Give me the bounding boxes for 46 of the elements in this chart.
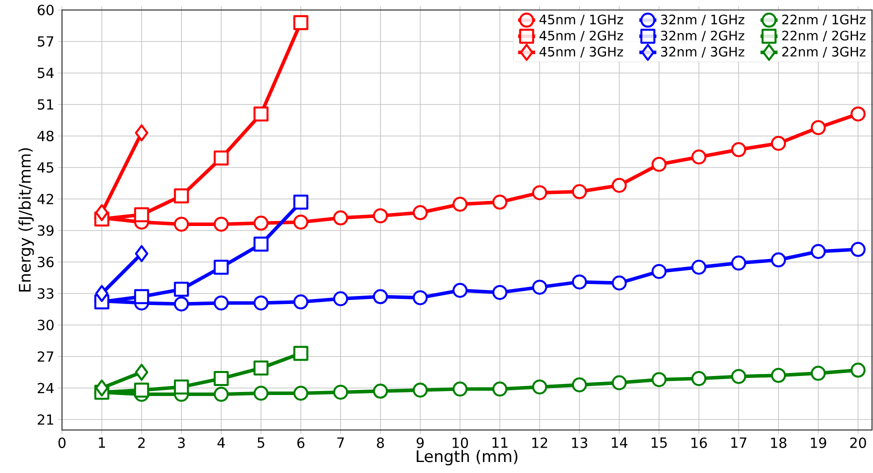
y-tick-label: 24: [38, 382, 54, 394]
y-tick-label: 21: [38, 414, 54, 425]
y-axis-title: Energy (fJ/bit/mm): [18, 148, 34, 292]
x-tick-label: 10: [452, 438, 468, 448]
y-tick-label: 36: [38, 256, 54, 268]
y-tick-label: 57: [38, 36, 54, 47]
x-tick-label: 7: [337, 438, 344, 448]
x-tick-label: 8: [376, 438, 384, 448]
legend-label: 22nm / 1GHz: [782, 14, 866, 26]
legend-label: 45nm / 3GHz: [540, 46, 624, 58]
y-tick-label: 48: [37, 130, 54, 142]
x-tick-label: 18: [771, 438, 786, 448]
x-tick-label: 12: [532, 438, 548, 448]
x-tick-label: 20: [850, 438, 866, 448]
x-tick-label: 15: [652, 438, 667, 448]
x-tick-label: 6: [297, 438, 304, 448]
legend-label: 45nm / 2GHz: [540, 30, 624, 42]
y-tick-label: 51: [38, 99, 54, 110]
x-tick-label: 19: [810, 438, 826, 448]
x-tick-label: 17: [731, 438, 746, 448]
x-tick-label: 11: [492, 438, 508, 448]
x-tick-label: 0: [58, 438, 66, 448]
legend-label: 32nm / 3GHz: [661, 46, 744, 58]
y-tick-label: 45: [37, 162, 54, 173]
legend-label: 22nm / 2GHz: [782, 30, 866, 42]
y-tick-label: 54: [38, 68, 54, 78]
x-tick-label: 5: [258, 438, 264, 448]
x-tick-label: 14: [612, 438, 628, 448]
y-tick-label: 60: [38, 4, 54, 16]
legend-label: 32nm / 2GHz: [661, 30, 744, 42]
y-tick-label: 42: [37, 194, 54, 204]
legend-label: 22nm / 3GHz: [782, 46, 866, 58]
x-tick-label: 2: [138, 438, 145, 448]
y-tick-label: 33: [38, 288, 54, 299]
y-tick-label: 30: [38, 320, 54, 330]
x-tick-label: 9: [416, 438, 424, 448]
x-tick-label: 13: [572, 438, 588, 448]
x-axis-title: Length (mm): [416, 450, 518, 466]
x-tick-label: 1: [98, 438, 105, 448]
legend-label: 32nm / 1GHz: [661, 14, 744, 26]
x-tick-label: 16: [692, 438, 707, 448]
y-tick-label: 39: [38, 225, 54, 236]
legend-label: 45nm / 1GHz: [540, 14, 624, 26]
x-tick-label: 4: [217, 438, 225, 448]
x-tick-label: 3: [178, 438, 185, 448]
y-tick-label: 27: [38, 351, 54, 362]
